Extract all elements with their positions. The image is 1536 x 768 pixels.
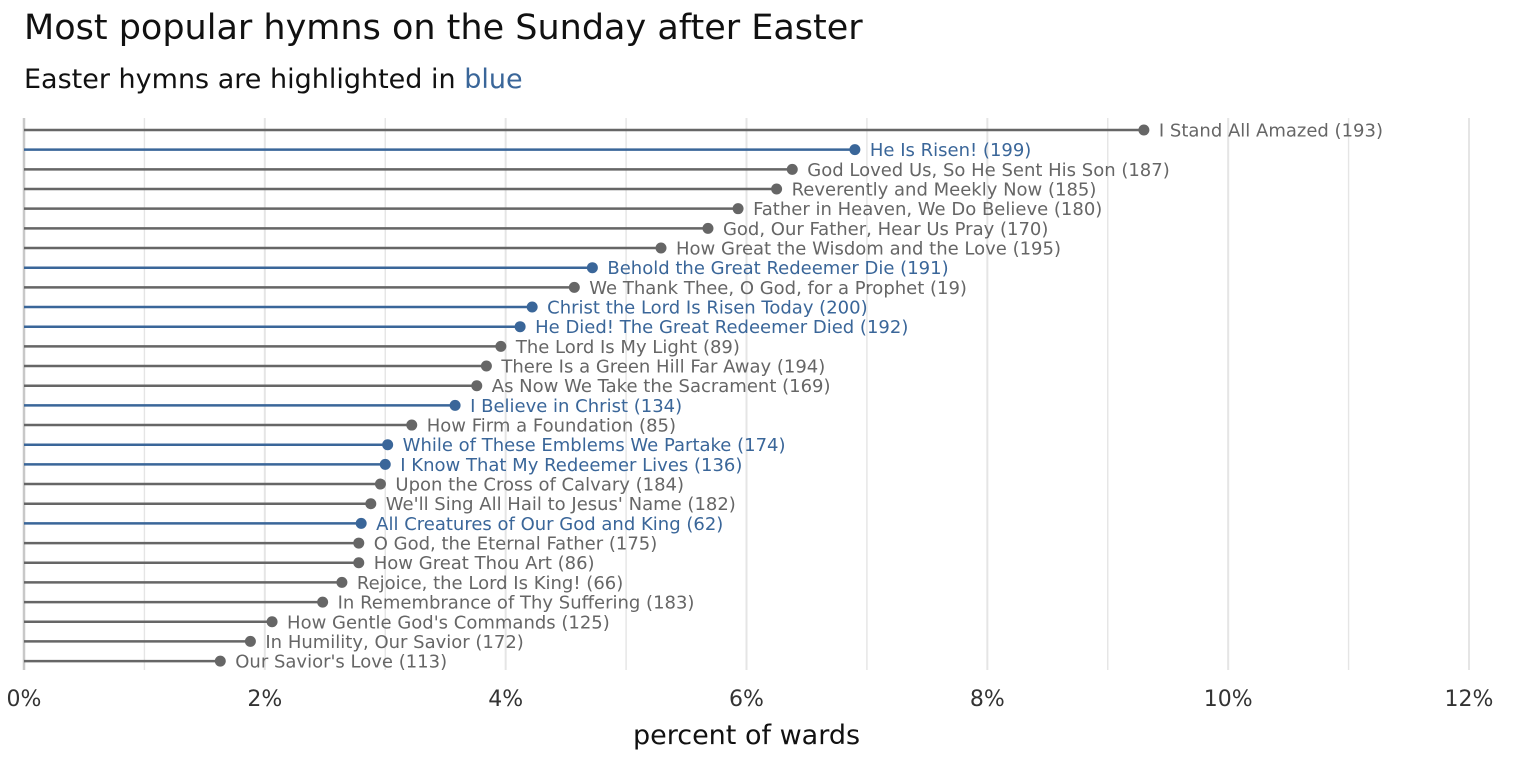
point-label: Rejoice, the Lord Is King! (66) [357,573,623,594]
point-label: How Great Thou Art (86) [374,553,595,574]
x-tick-label: 0% [7,687,42,712]
point-label: We'll Sing All Hail to Jesus' Name (182) [386,494,736,515]
lollipop-dot [786,163,798,175]
point-label: The Lord Is My Light (89) [515,337,740,358]
lollipop-dot [449,399,461,411]
lollipop-dot [406,419,418,431]
point-labels-layer: I Stand All Amazed (193) He Is Risen! (19… [235,121,1383,673]
lollipop-dot [353,557,365,569]
lollipop-dot [266,616,278,628]
point-label: I Believe in Christ (134) [470,396,682,417]
point-label: There Is a Green Hill Far Away (194) [500,357,825,378]
x-tick-label: 10% [1204,687,1253,712]
lollipop-dot [495,340,507,352]
x-axis-ticks: 0% 2% 4% 6% 8% 10% 12% [7,687,1494,712]
lollipop-dot [214,655,226,667]
subtitle-highlight: blue [464,64,523,95]
lollipop-dot [771,183,783,195]
lollipop-dot [655,242,667,254]
x-tick-label: 6% [729,687,764,712]
point-label: How Great the Wisdom and the Love (195) [676,239,1061,260]
point-label: I Know That My Redeemer Lives (136) [400,455,742,476]
chart-title: Most popular hymns on the Sunday after E… [24,8,863,48]
x-tick-label: 4% [488,687,523,712]
lollipop-dot [244,635,256,647]
point-label: In Remembrance of Thy Suffering (183) [338,593,695,614]
lollipop-dot [732,203,744,215]
point-label: How Firm a Foundation (85) [427,416,676,437]
point-label: Our Savior's Love (113) [235,652,447,673]
chart-subtitle: Easter hymns are highlighted in blue [24,64,523,95]
point-label: Father in Heaven, We Do Believe (180) [753,199,1102,220]
point-label: O God, the Eternal Father (175) [374,534,658,555]
lollipop-dot [336,576,348,588]
lollipop-dot [365,498,377,510]
lollipop-dot [353,537,365,549]
point-label: How Gentle God's Commands (125) [287,612,610,633]
grid-layer [22,118,1470,670]
lollipop-dot [1138,124,1150,136]
lollipop-dot [514,321,526,333]
lollipop-dot [379,458,391,470]
point-label: Christ the Lord Is Risen Today (200) [547,298,867,319]
point-label: Behold the Great Redeemer Die (191) [607,258,948,279]
lollipop-dot [702,222,714,234]
point-label: Upon the Cross of Calvary (184) [395,475,684,496]
x-tick-label: 8% [970,687,1005,712]
lollipop-dot [480,360,492,372]
lollipop-dot [586,262,598,274]
point-label: Reverently and Meekly Now (185) [792,180,1097,201]
point-label: He Died! The Great Redeemer Died (192) [535,317,908,338]
x-tick-label: 12% [1445,687,1494,712]
stems-layer [24,128,1144,663]
point-label: As Now We Take the Sacrament (169) [492,376,831,397]
lollipop-dot [471,380,483,392]
point-label: God, Our Father, Hear Us Pray (170) [723,219,1048,240]
lollipop-dot [849,144,861,156]
point-label: I Stand All Amazed (193) [1159,121,1383,142]
dots-layer [214,124,1150,667]
point-label: In Humility, Our Savior (172) [265,632,523,653]
point-label: He Is Risen! (199) [870,140,1031,161]
lollipop-dot [526,301,538,313]
x-axis-title: percent of wards [633,720,860,751]
subtitle-text: Easter hymns are highlighted in [24,64,465,95]
point-label: God Loved Us, So He Sent His Son (187) [807,160,1169,181]
point-label: We Thank Thee, O God, for a Prophet (19) [589,278,967,299]
lollipop-dot [317,596,329,608]
x-tick-label: 2% [247,687,282,712]
point-label: All Creatures of Our God and King (62) [376,514,723,535]
lollipop-dot [374,478,386,490]
lollipop-dot [382,439,394,451]
lollipop-dot [355,517,367,529]
point-label: While of These Emblems We Partake (174) [403,435,786,456]
lollipop-dot [568,281,580,293]
